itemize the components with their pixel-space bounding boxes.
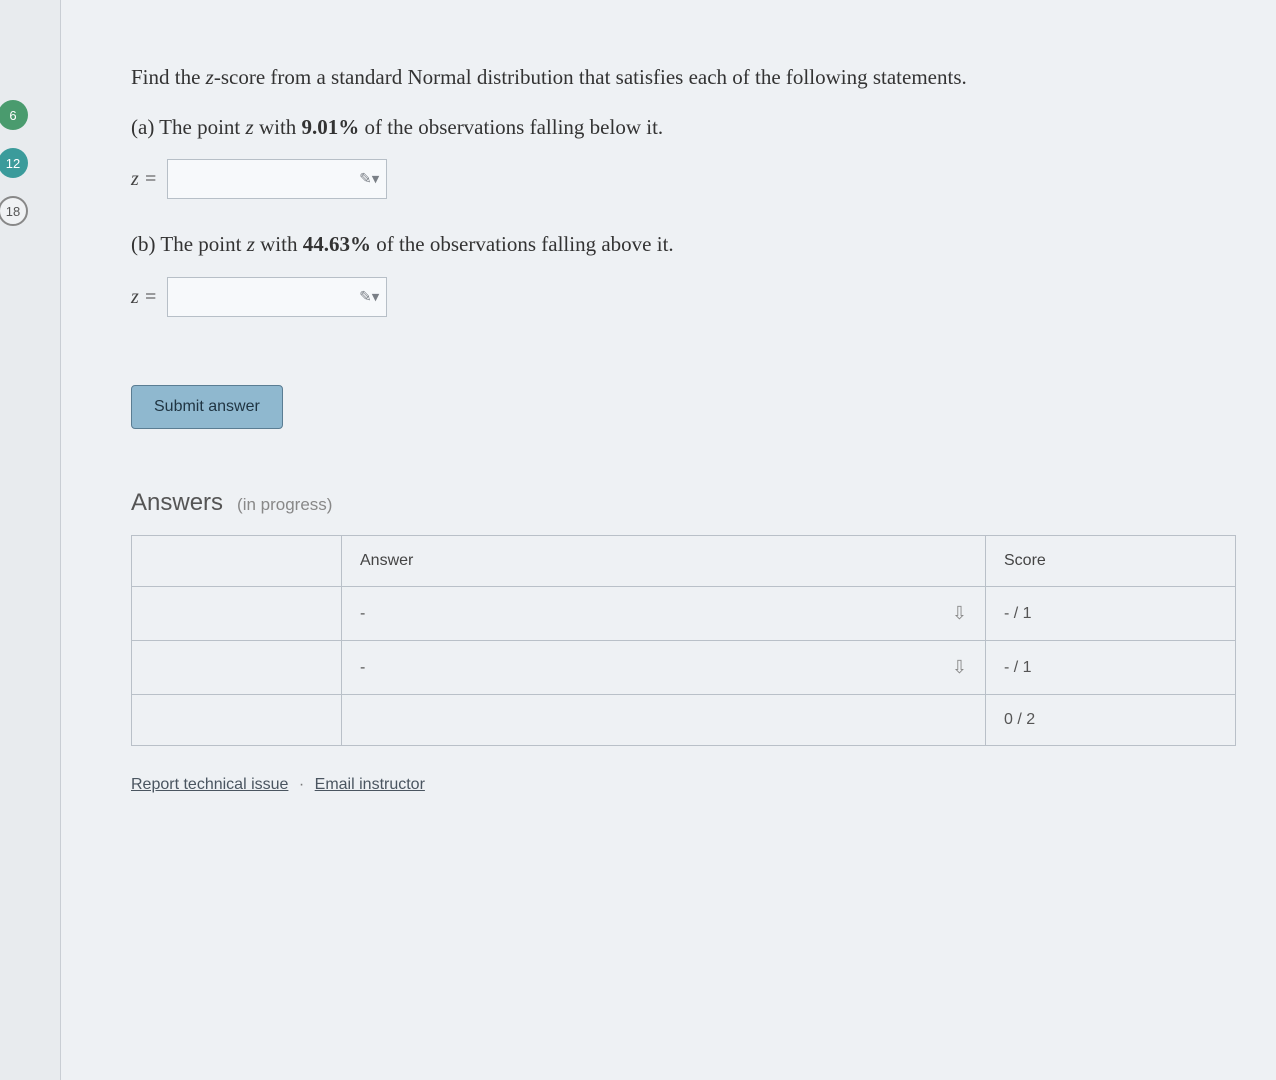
z-label-a: z = xyxy=(131,168,157,191)
part-a-pre: The point xyxy=(154,115,245,139)
z-input-b[interactable] xyxy=(167,277,387,317)
cell-answer: - ⇩ xyxy=(342,587,986,641)
pin-icon[interactable]: ⇩ xyxy=(952,657,967,678)
part-b-bold: 44.63% xyxy=(303,232,371,256)
question-part-b: (b) The point z with 44.63% of the obser… xyxy=(131,227,1236,263)
answers-section: Answers (in progress) Answer Score - ⇩ xyxy=(131,489,1236,794)
question-part-a: (a) The point z with 9.01% of the observ… xyxy=(131,110,1236,146)
answer-value: - xyxy=(360,605,365,623)
cell-blank xyxy=(132,695,342,746)
part-a-post: of the observations falling below it. xyxy=(359,115,663,139)
part-b-post: of the observations falling above it. xyxy=(371,232,674,256)
part-b-label: (b) xyxy=(131,232,156,256)
part-a-label: (a) xyxy=(131,115,154,139)
submit-button[interactable]: Submit answer xyxy=(131,385,283,429)
report-technical-issue-link[interactable]: Report technical issue xyxy=(131,776,288,793)
input-row-a: z = ✎▾ xyxy=(131,159,1236,199)
question-panel: Find the z-score from a standard Normal … xyxy=(60,0,1276,1080)
pin-icon[interactable]: ⇩ xyxy=(952,603,967,624)
question-intro: Find the z-score from a standard Normal … xyxy=(131,60,1236,96)
part-b-mid: with xyxy=(255,232,303,256)
cell-answer xyxy=(342,695,986,746)
answers-table: Answer Score - ⇩ - / 1 xyxy=(131,535,1236,746)
answers-heading: Answers xyxy=(131,489,223,516)
question-nav: 6 12 18 xyxy=(0,0,40,1080)
cell-blank xyxy=(132,641,342,695)
nav-dot-18[interactable]: 18 xyxy=(0,196,28,226)
cell-blank xyxy=(132,587,342,641)
part-b-var: z xyxy=(247,232,255,256)
intro-text-pre: Find the xyxy=(131,65,206,89)
part-a-mid: with xyxy=(254,115,302,139)
table-header-row: Answer Score xyxy=(132,536,1236,587)
z-label-b: z = xyxy=(131,286,157,309)
cell-score: - / 1 xyxy=(986,587,1236,641)
col-blank xyxy=(132,536,342,587)
answers-subheading: (in progress) xyxy=(237,495,332,514)
email-instructor-link[interactable]: Email instructor xyxy=(315,776,425,793)
col-score: Score xyxy=(986,536,1236,587)
answer-value: - xyxy=(360,659,365,677)
cell-score: - / 1 xyxy=(986,641,1236,695)
answers-heading-row: Answers (in progress) xyxy=(131,489,1236,517)
z-input-a[interactable] xyxy=(167,159,387,199)
table-row: - ⇩ - / 1 xyxy=(132,641,1236,695)
cell-score: 0 / 2 xyxy=(986,695,1236,746)
footer-links: Report technical issue · Email instructo… xyxy=(131,776,1236,794)
nav-dot-12[interactable]: 12 xyxy=(0,148,28,178)
intro-var: z xyxy=(206,65,214,89)
part-b-pre: The point xyxy=(156,232,247,256)
cell-answer: - ⇩ xyxy=(342,641,986,695)
table-row: - ⇩ - / 1 xyxy=(132,587,1236,641)
input-row-b: z = ✎▾ xyxy=(131,277,1236,317)
separator: · xyxy=(299,776,304,793)
intro-text-post: -score from a standard Normal distributi… xyxy=(214,65,967,89)
table-total-row: 0 / 2 xyxy=(132,695,1236,746)
col-answer: Answer xyxy=(342,536,986,587)
nav-dot-6[interactable]: 6 xyxy=(0,100,28,130)
part-a-bold: 9.01% xyxy=(302,115,360,139)
part-a-var: z xyxy=(246,115,254,139)
